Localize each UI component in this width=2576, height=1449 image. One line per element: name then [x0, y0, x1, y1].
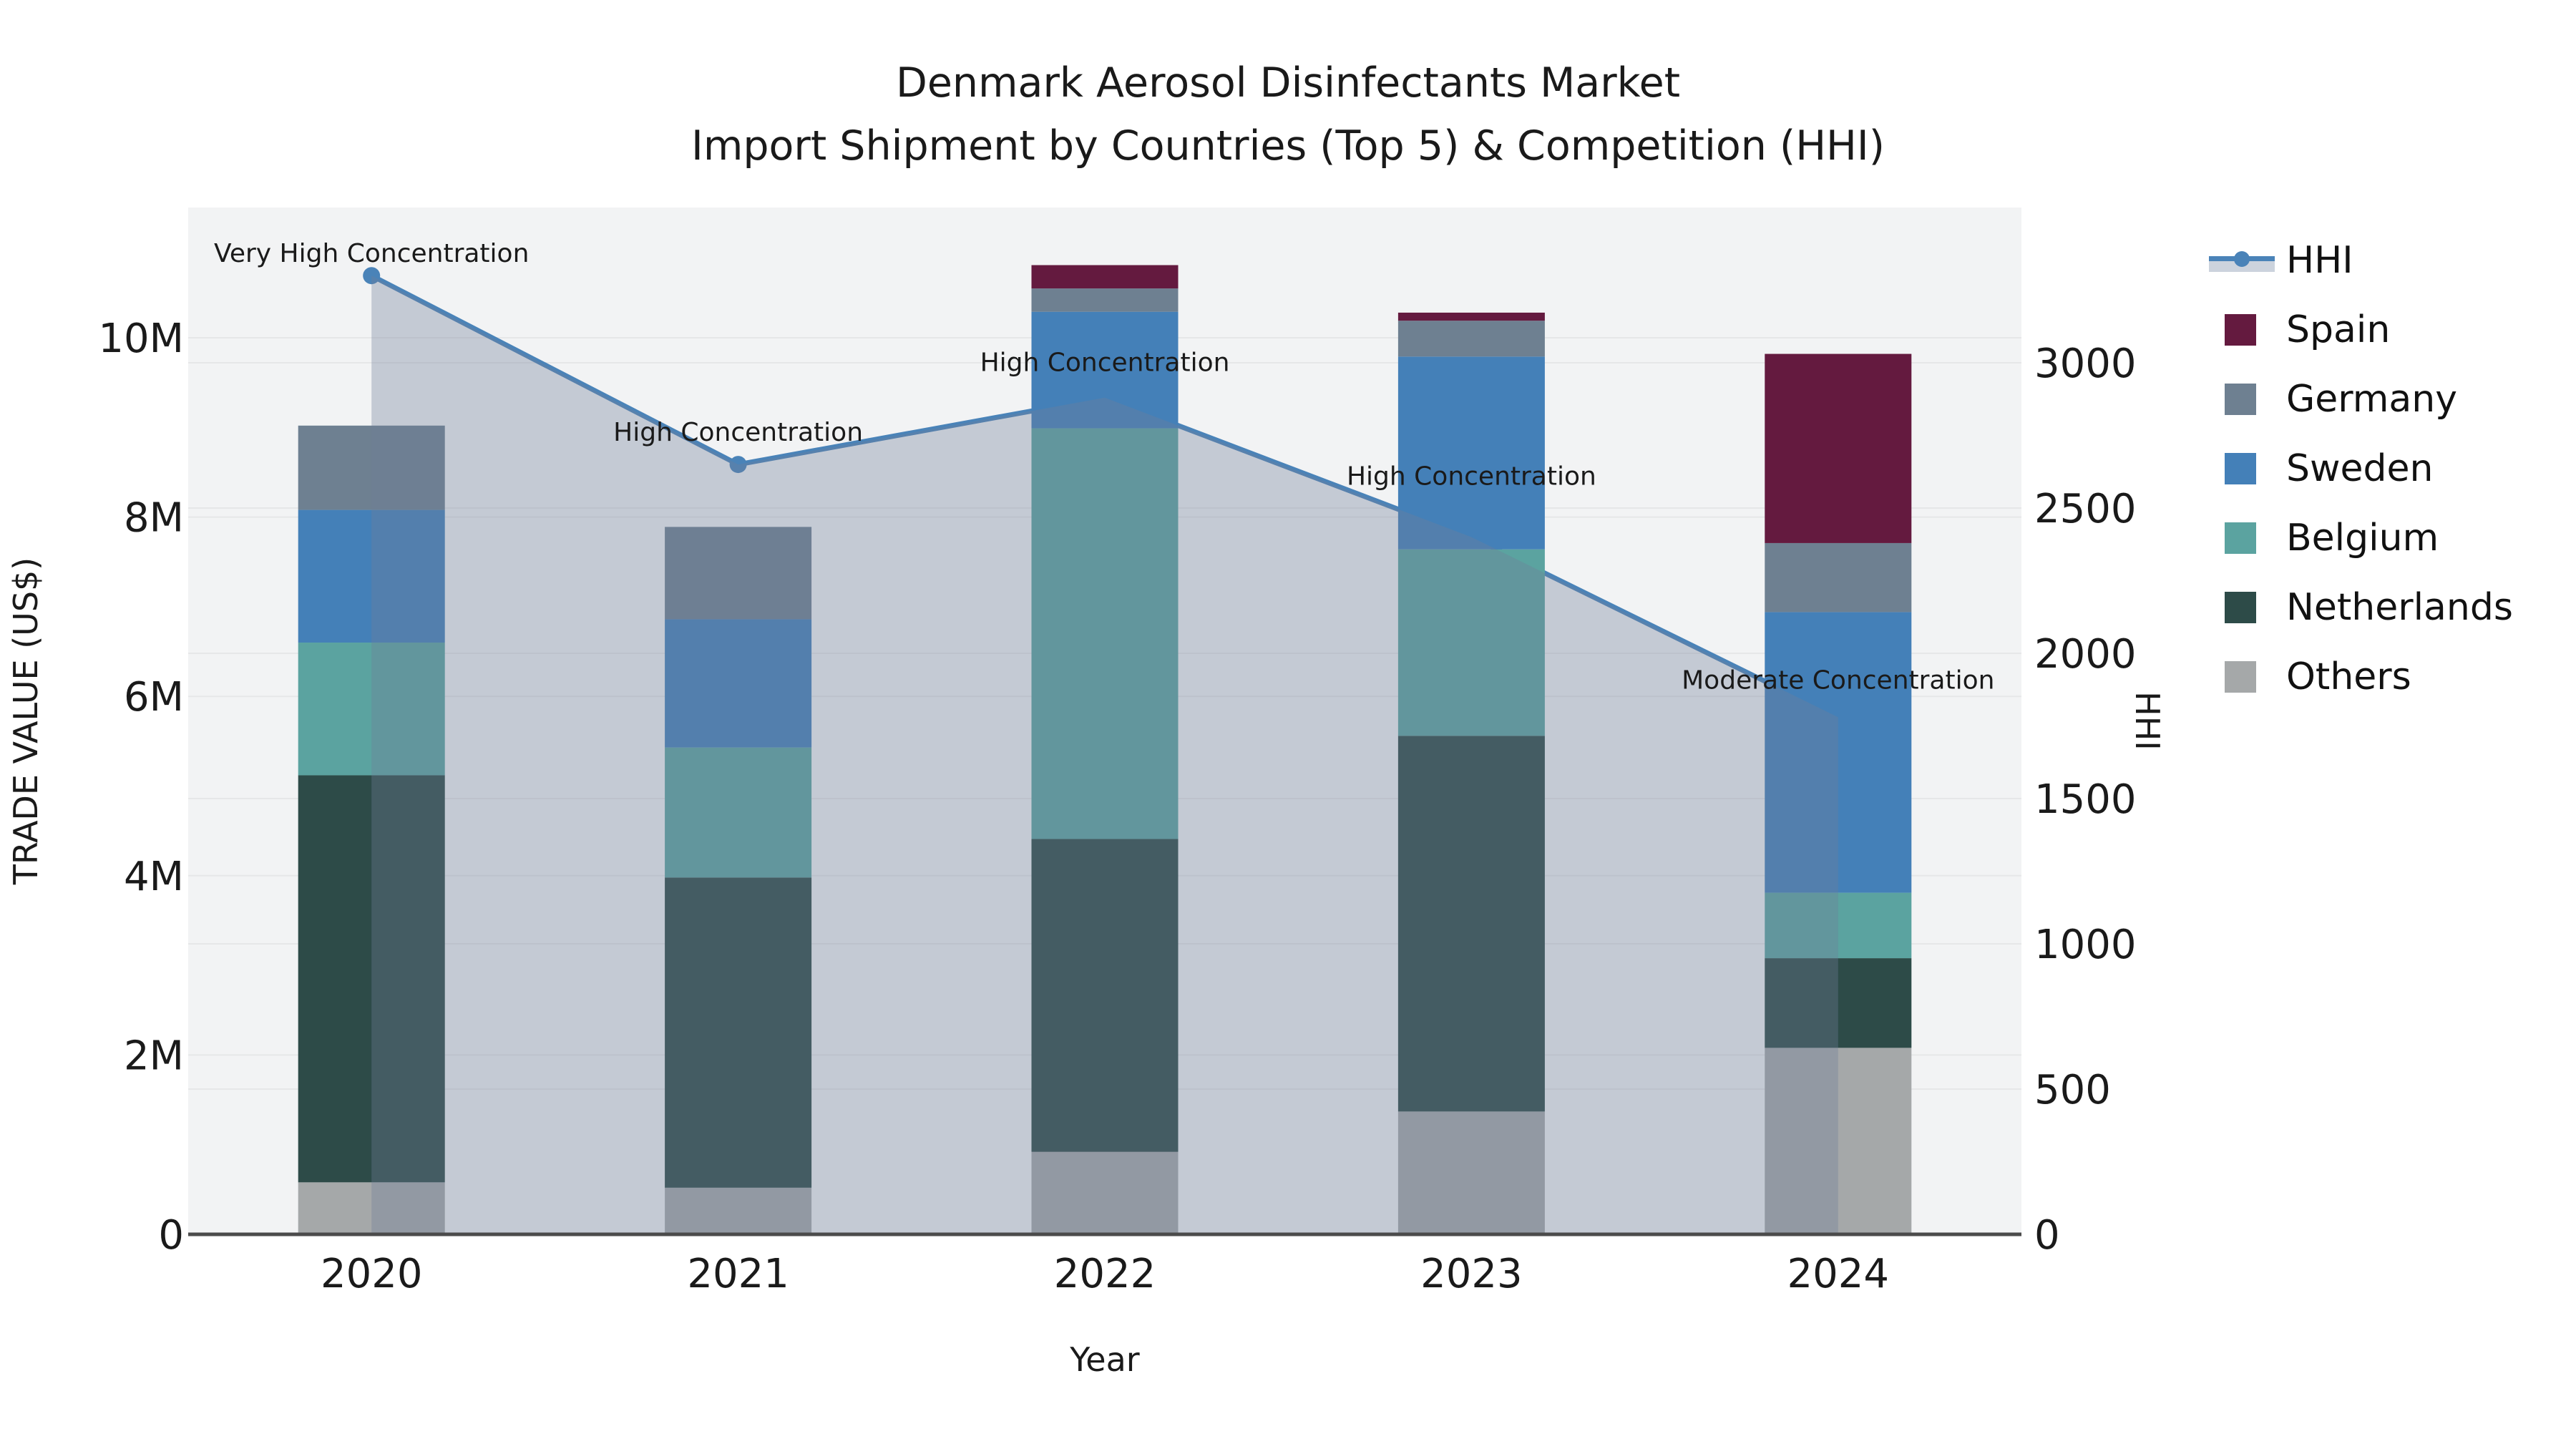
y-left-tick-10M: 10M	[98, 316, 184, 362]
y-left-tick-2M: 2M	[124, 1033, 184, 1079]
annotation-2022: High Concentration	[980, 348, 1230, 378]
hhi-line-marker-icon	[2207, 239, 2286, 282]
legend: HHI Spain Germany Sweden Belgium Netherlands O…	[2207, 225, 2513, 711]
hhi-icon-part	[2234, 250, 2250, 267]
legend-item-belgium: Belgium	[2207, 503, 2513, 572]
legend-swatch-others-icon	[2207, 655, 2286, 698]
belgium-color-swatch-icon	[2225, 522, 2256, 554]
annotation-2021: High Concentration	[613, 418, 863, 447]
legend-label-hhi: HHI	[2286, 238, 2353, 282]
x-tick-2022: 2022	[1054, 1251, 1156, 1297]
y-right-tick-2500: 2500	[2034, 486, 2137, 532]
bar-segment-2020-netherlands	[298, 775, 445, 1183]
y-right-axis-title: HHI	[2128, 691, 2167, 751]
y-right-tick-500: 500	[2034, 1067, 2111, 1113]
bar-segment-2024-others	[1765, 1048, 1912, 1234]
legend-swatch-sweden-icon	[2207, 447, 2286, 490]
bar-segment-2022-others	[1031, 1151, 1179, 1234]
bar-segment-2023-sweden	[1397, 356, 1545, 550]
netherlands-color-swatch-icon	[2225, 591, 2256, 623]
bar-segment-2022-spain	[1031, 265, 1179, 289]
bar-segment-2024-germany	[1765, 542, 1912, 613]
hhi-marker-2020	[363, 267, 381, 285]
bar-segment-2024-netherlands	[1765, 958, 1912, 1048]
x-tick-2024: 2024	[1787, 1251, 1890, 1297]
bar-segment-2022-belgium	[1031, 428, 1179, 839]
chart-title: Denmark Aerosol Disinfectants Market Imp…	[0, 52, 2576, 177]
legend-swatch-germany-icon	[2207, 378, 2286, 421]
y-left-tick-0: 0	[158, 1212, 184, 1259]
legend-label-others: Others	[2286, 655, 2411, 698]
annotation-2020: Very High Concentration	[214, 239, 529, 268]
bar-segment-2021-germany	[665, 527, 812, 620]
legend-swatch-spain-icon	[2207, 308, 2286, 351]
sweden-color-swatch-icon	[2225, 452, 2256, 484]
bar-segment-2020-sweden	[298, 509, 445, 643]
legend-item-others: Others	[2207, 642, 2513, 711]
legend-item-hhi: HHI	[2207, 225, 2513, 295]
hhi-marker-2021	[729, 456, 747, 474]
legend-label-sweden: Sweden	[2286, 447, 2434, 490]
bar-segment-2021-sweden	[665, 619, 812, 748]
bar-segment-2021-others	[665, 1187, 812, 1234]
y-right-tick-0: 0	[2034, 1212, 2060, 1259]
bar-segment-2023-spain	[1397, 312, 1545, 321]
bar-segment-2020-others	[298, 1182, 445, 1234]
chart-title-line1: Denmark Aerosol Disinfectants Market	[895, 59, 1681, 107]
annotation-2024: Moderate Concentration	[1682, 665, 1994, 695]
x-tick-2021: 2021	[687, 1251, 789, 1297]
bar-segment-2023-belgium	[1397, 549, 1545, 736]
hhi-area-fill	[371, 275, 1838, 1235]
bar-segment-2024-belgium	[1765, 892, 1912, 959]
bar-segment-2021-belgium	[665, 747, 812, 878]
germany-color-swatch-icon	[2225, 383, 2256, 415]
legend-label-spain: Spain	[2286, 308, 2391, 351]
chart-title-line2: Import Shipment by Countries (Top 5) & C…	[691, 122, 1885, 170]
y-left-axis-title: TRADE VALUE (US$)	[6, 557, 45, 885]
bar-segment-2023-netherlands	[1397, 736, 1545, 1112]
x-tick-2020: 2020	[321, 1251, 423, 1297]
legend-item-netherlands: Netherlands	[2207, 572, 2513, 642]
legend-label-germany: Germany	[2286, 377, 2458, 421]
bar-segment-2022-sweden	[1031, 311, 1179, 429]
legend-swatch-belgium-icon	[2207, 517, 2286, 560]
y-right-tick-2000: 2000	[2034, 631, 2137, 678]
legend-item-germany: Germany	[2207, 364, 2513, 434]
y-right-tick-3000: 3000	[2034, 341, 2137, 387]
legend-label-netherlands: Netherlands	[2286, 585, 2513, 629]
y-left-tick-4M: 4M	[124, 854, 184, 900]
hhi-line-icon	[2209, 246, 2275, 275]
y-right-tick-1500: 1500	[2034, 776, 2137, 823]
others-color-swatch-icon	[2225, 660, 2256, 693]
bar-segment-2020-germany	[298, 425, 445, 510]
bar-segment-2022-netherlands	[1031, 839, 1179, 1152]
bar-segment-2021-netherlands	[665, 877, 812, 1188]
bar-segment-2024-sweden	[1765, 612, 1912, 893]
legend-label-belgium: Belgium	[2286, 516, 2439, 560]
bar-segment-2023-germany	[1397, 321, 1545, 357]
bar-segment-2022-germany	[1031, 288, 1179, 312]
legend-swatch-netherlands-icon	[2207, 586, 2286, 629]
y-left-tick-8M: 8M	[124, 495, 184, 542]
spain-color-swatch-icon	[2225, 313, 2256, 346]
legend-item-sweden: Sweden	[2207, 434, 2513, 503]
bar-segment-2023-others	[1397, 1111, 1545, 1234]
x-axis-line	[188, 1232, 2021, 1236]
x-axis-title: Year	[1069, 1340, 1139, 1379]
annotation-2023: High Concentration	[1347, 462, 1596, 492]
x-tick-2023: 2023	[1420, 1251, 1523, 1297]
y-left-tick-6M: 6M	[124, 674, 184, 721]
legend-item-spain: Spain	[2207, 295, 2513, 364]
bar-segment-2024-spain	[1765, 353, 1912, 543]
bar-segment-2020-belgium	[298, 643, 445, 776]
y-right-tick-1000: 1000	[2034, 922, 2137, 968]
